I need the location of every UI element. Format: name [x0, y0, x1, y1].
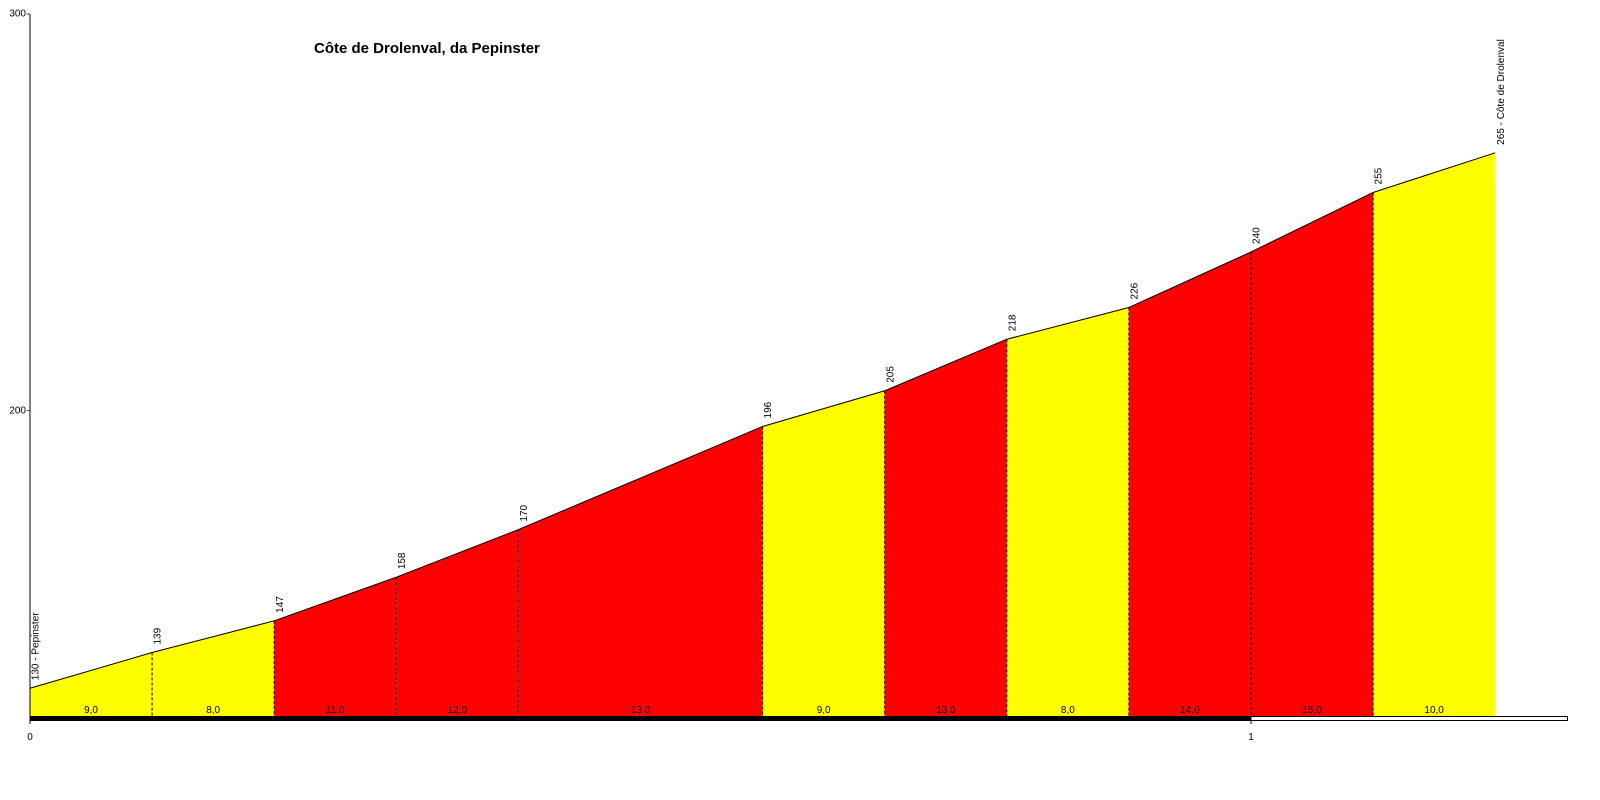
gradient-label: 8,0	[1061, 705, 1075, 716]
gradient-label: 9,0	[817, 705, 831, 716]
profile-segment	[396, 529, 519, 716]
gradient-label: 15,0	[1302, 705, 1322, 716]
point-label: 139	[153, 627, 164, 644]
profile-segment	[884, 339, 1007, 716]
point-label: 218	[1007, 314, 1018, 331]
point-label: 130 - Pepinster	[31, 612, 42, 680]
point-label: 205	[885, 366, 896, 383]
profile-segment	[274, 577, 397, 716]
point-label: 158	[397, 552, 408, 569]
point-label: 170	[519, 504, 530, 521]
point-label: 265 - Côte de Drolenval	[1496, 39, 1507, 145]
gradient-label: 10,0	[1424, 705, 1444, 716]
point-label: 196	[763, 401, 774, 418]
profile-line	[29, 152, 1496, 689]
gradient-label: 13,0	[936, 705, 956, 716]
profile-segment	[1128, 251, 1251, 716]
y-tick-label: 300	[9, 9, 26, 20]
profile-segment	[518, 426, 763, 716]
chart-title: Côte de Drolenval, da Pepinster	[314, 40, 540, 57]
profile-segment	[1251, 192, 1374, 716]
gradient-label: 11,0	[326, 705, 345, 716]
gradient-label: 8,0	[206, 705, 220, 716]
profile-segment	[1373, 152, 1496, 717]
x-tick-label: 1	[1248, 732, 1254, 743]
scale-bar-black	[30, 716, 1251, 721]
gradient-label: 14,0	[1180, 705, 1200, 716]
y-tick-label: 200	[9, 405, 26, 416]
profile-segment	[152, 620, 275, 716]
point-label: 147	[275, 596, 286, 613]
gradient-label: 12,0	[448, 705, 468, 716]
x-tick-label: 0	[27, 732, 33, 743]
profile-segment	[1006, 307, 1129, 716]
point-label: 240	[1252, 227, 1263, 244]
point-label: 226	[1130, 282, 1141, 299]
gradient-label: 9,0	[84, 705, 98, 716]
scale-bar-white	[1250, 716, 1568, 721]
profile-segment	[30, 652, 153, 716]
point-label: 255	[1374, 167, 1385, 184]
profile-segment	[762, 390, 885, 716]
gradient-label: 13,0	[631, 705, 651, 716]
